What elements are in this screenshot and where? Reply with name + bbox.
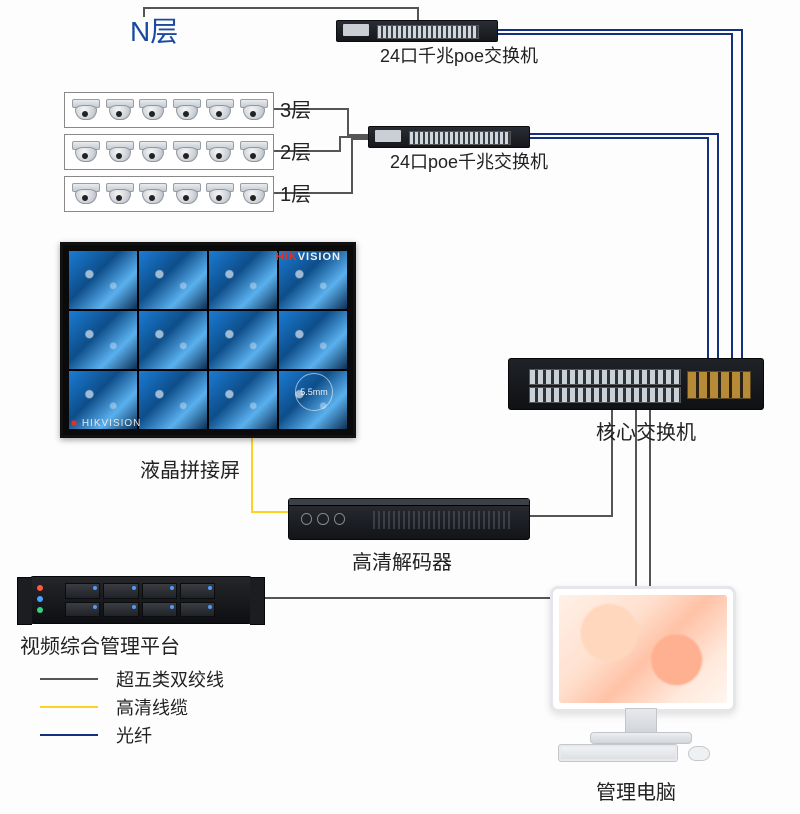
floor-2-label: 2层 <box>280 136 311 165</box>
floor-1-label: 1层 <box>280 178 311 207</box>
poe-switch-top <box>336 20 498 42</box>
dome-camera-icon <box>173 141 199 163</box>
n-floor-label: N层 <box>130 10 178 50</box>
legend-row-0: 超五类双绞线 <box>40 666 224 692</box>
dome-camera-icon <box>106 99 132 121</box>
dome-camera-icon <box>139 99 165 121</box>
dome-camera-icon <box>206 141 232 163</box>
video-management-server <box>30 576 252 624</box>
poe-switch-mid-label: 24口poe千兆交换机 <box>390 148 548 174</box>
pc-label: 管理电脑 <box>596 776 676 805</box>
edge-wall-to-decoder-hd <box>252 432 288 512</box>
legend-row-2: 光纤 <box>40 722 152 748</box>
poe-switch-mid <box>368 126 530 148</box>
dome-camera-icon <box>173 99 199 121</box>
camera-row-floor-1 <box>64 176 274 212</box>
legend-row-1: 高清线缆 <box>40 694 188 720</box>
video-wall-brand-bottom: ■ HIKVISION <box>71 418 141 429</box>
camera-row-floor-3 <box>64 92 274 128</box>
video-wall: HIKVISION ■ HIKVISION 5.5mm <box>60 242 356 438</box>
edge-poe-mid-to-core-2 <box>528 138 708 358</box>
decoder-label: 高清解码器 <box>352 546 452 575</box>
dome-camera-icon <box>240 183 266 205</box>
camera-row-floor-2 <box>64 134 274 170</box>
legend-swatch-fiber <box>40 734 98 736</box>
management-pc <box>540 586 740 766</box>
dome-camera-icon <box>240 99 266 121</box>
poe-switch-top-label: 24口千兆poe交换机 <box>380 42 538 68</box>
edge-poe-top-to-core-2 <box>496 34 732 358</box>
decoder <box>288 498 530 540</box>
core-switch <box>508 358 764 410</box>
video-wall-label: 液晶拼接屏 <box>140 454 240 483</box>
dome-camera-icon <box>139 183 165 205</box>
dome-camera-icon <box>139 141 165 163</box>
video-wall-spec: 5.5mm <box>295 373 333 411</box>
floor-3-label: 3层 <box>280 94 311 123</box>
dome-camera-icon <box>206 99 232 121</box>
legend-label-fiber: 光纤 <box>116 722 152 748</box>
video-wall-brand: HIKVISION <box>276 251 341 263</box>
core-switch-label: 核心交换机 <box>596 416 696 445</box>
edge-poe-mid-to-core-1 <box>528 134 718 358</box>
legend-swatch-hd <box>40 706 98 708</box>
dome-camera-icon <box>106 183 132 205</box>
server-label: 视频综合管理平台 <box>20 630 180 659</box>
dome-camera-icon <box>72 141 98 163</box>
dome-camera-icon <box>72 99 98 121</box>
diagram-stage: { "type": "network-topology-diagram", "c… <box>0 0 800 814</box>
dome-camera-icon <box>173 183 199 205</box>
legend-swatch-cat5e <box>40 678 98 680</box>
dome-camera-icon <box>72 183 98 205</box>
edge-nfloor-to-poe-top <box>144 8 418 20</box>
dome-camera-icon <box>206 183 232 205</box>
edge-poe-top-to-core-1 <box>496 30 742 358</box>
legend-label-hd: 高清线缆 <box>116 694 188 720</box>
dome-camera-icon <box>106 141 132 163</box>
dome-camera-icon <box>240 141 266 163</box>
legend-label-cat5e: 超五类双绞线 <box>116 666 224 692</box>
